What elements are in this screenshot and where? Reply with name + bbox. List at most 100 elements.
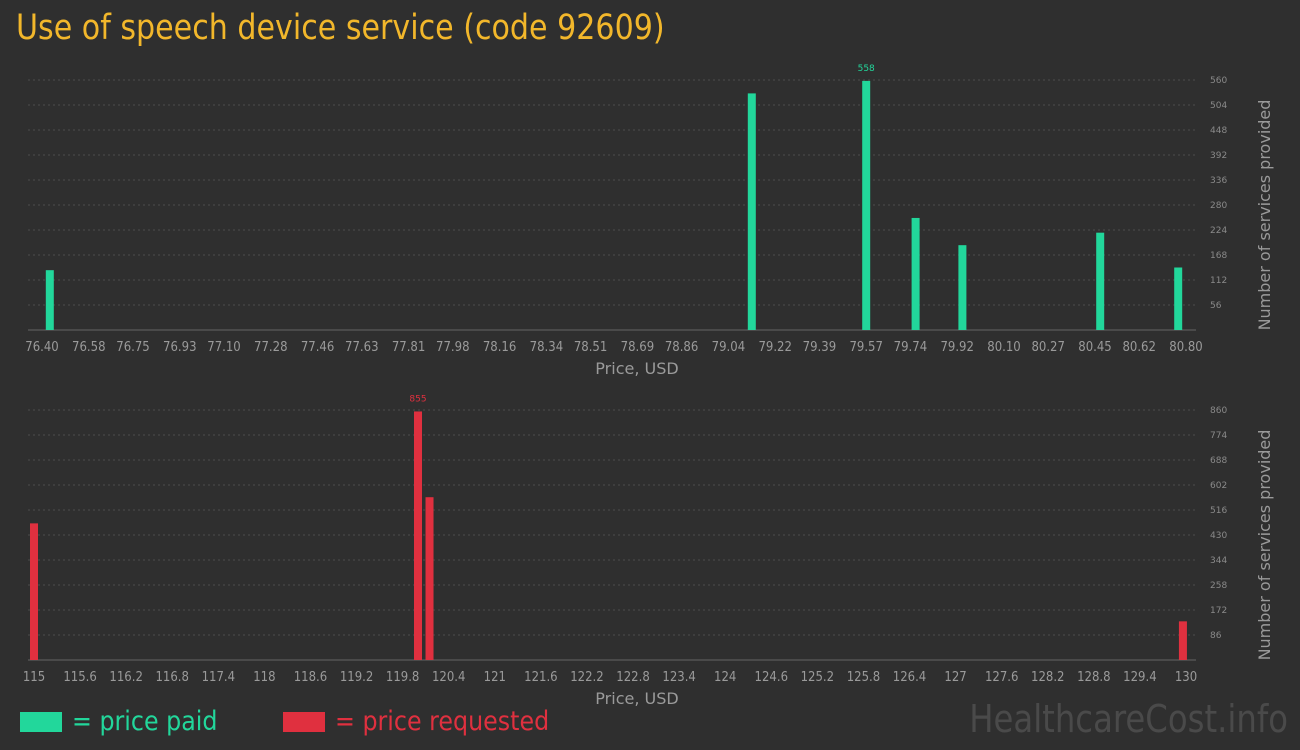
bar-value-label: 558 — [858, 64, 875, 74]
y-tick-label: 168 — [1210, 251, 1227, 261]
x-tick-label: 125.2 — [801, 670, 834, 685]
y-axis-title: Number of services provided — [1255, 430, 1274, 661]
legend-label-paid: = price paid — [72, 706, 218, 737]
y-tick-label: 392 — [1210, 151, 1227, 161]
x-tick-label: 123.4 — [662, 670, 695, 685]
y-tick-label: 336 — [1210, 176, 1227, 186]
y-tick-label: 430 — [1210, 531, 1227, 541]
y-tick-label: 172 — [1210, 606, 1227, 616]
y-tick-label: 86 — [1210, 631, 1222, 641]
x-tick-label: 116.8 — [155, 670, 188, 685]
bar — [958, 245, 967, 330]
x-tick-label: 76.75 — [116, 340, 149, 355]
x-tick-label: 117.4 — [202, 670, 235, 685]
bar — [911, 217, 920, 330]
y-tick-label: 774 — [1210, 431, 1227, 441]
x-tick-label: 121 — [484, 670, 506, 685]
x-tick-label: 130 — [1175, 670, 1197, 685]
x-tick-label: 127.6 — [985, 670, 1018, 685]
x-tick-label: 79.04 — [712, 340, 745, 355]
x-tick-label: 80.62 — [1122, 340, 1155, 355]
y-tick-label: 448 — [1210, 126, 1227, 136]
legend-item-requested: = price requested — [283, 706, 578, 737]
x-tick-label: 76.40 — [25, 340, 58, 355]
x-tick-label: 118 — [253, 670, 275, 685]
bar — [30, 523, 38, 660]
page-title: Use of speech device service (code 92609… — [16, 8, 665, 48]
bar — [425, 497, 434, 660]
bar-value-label: 855 — [409, 394, 426, 404]
y-tick-label: 560 — [1210, 76, 1227, 86]
x-tick-label: 120.4 — [432, 670, 465, 685]
y-axis-title: Number of services provided — [1255, 100, 1274, 331]
x-tick-label: 77.46 — [301, 340, 334, 355]
y-tick-label: 280 — [1210, 201, 1227, 211]
y-tick-label: 602 — [1210, 481, 1227, 491]
x-axis-title: Price, USD — [595, 689, 678, 708]
x-tick-label: 128.2 — [1031, 670, 1064, 685]
x-tick-label: 127 — [944, 670, 966, 685]
watermark: HealthcareCost.info — [969, 697, 1288, 741]
x-tick-label: 79.22 — [758, 340, 791, 355]
x-tick-label: 121.6 — [524, 670, 557, 685]
x-tick-label: 78.16 — [483, 340, 516, 355]
x-tick-label: 78.69 — [621, 340, 654, 355]
x-tick-label: 128.8 — [1077, 670, 1110, 685]
x-tick-label: 80.10 — [987, 340, 1020, 355]
x-tick-label: 78.34 — [530, 340, 563, 355]
x-tick-label: 76.93 — [163, 340, 196, 355]
y-tick-label: 258 — [1210, 581, 1227, 591]
x-tick-label: 77.10 — [207, 340, 240, 355]
bar — [747, 93, 756, 331]
x-tick-label: 126.4 — [893, 670, 926, 685]
y-tick-label: 504 — [1210, 101, 1227, 111]
bar — [414, 411, 422, 660]
x-tick-label: 122.8 — [616, 670, 649, 685]
x-tick-label: 118.6 — [294, 670, 327, 685]
y-tick-label: 56 — [1210, 301, 1222, 311]
y-tick-label: 344 — [1210, 556, 1227, 566]
x-tick-label: 78.51 — [574, 340, 607, 355]
bar — [862, 80, 871, 331]
legend: = price paid = price requested — [20, 706, 625, 737]
x-tick-label: 115 — [23, 670, 45, 685]
bar — [1178, 621, 1187, 660]
x-tick-label: 78.86 — [665, 340, 698, 355]
x-tick-label: 124.6 — [755, 670, 788, 685]
x-tick-label: 77.98 — [436, 340, 469, 355]
x-tick-label: 79.92 — [940, 340, 973, 355]
x-tick-label: 79.74 — [894, 340, 927, 355]
x-tick-label: 80.27 — [1031, 340, 1064, 355]
x-tick-label: 77.28 — [254, 340, 287, 355]
x-tick-label: 129.4 — [1123, 670, 1156, 685]
x-tick-label: 80.80 — [1169, 340, 1202, 355]
x-tick-label: 77.81 — [392, 340, 425, 355]
y-tick-label: 688 — [1210, 456, 1227, 466]
bar — [45, 270, 54, 330]
x-axis-title: Price, USD — [595, 359, 678, 378]
x-tick-label: 116.2 — [109, 670, 142, 685]
x-tick-label: 115.6 — [63, 670, 96, 685]
x-tick-label: 119.8 — [386, 670, 419, 685]
x-tick-label: 77.63 — [345, 340, 378, 355]
x-tick-label: 125.8 — [847, 670, 880, 685]
y-tick-label: 516 — [1210, 506, 1227, 516]
legend-swatch-requested — [283, 711, 326, 732]
x-tick-label: 79.39 — [803, 340, 836, 355]
x-tick-label: 122.2 — [570, 670, 603, 685]
legend-item-paid: = price paid — [20, 706, 237, 737]
legend-swatch-paid — [20, 711, 62, 732]
y-tick-label: 112 — [1210, 276, 1227, 286]
legend-label-requested: = price requested — [335, 706, 550, 737]
bar — [1096, 232, 1105, 330]
y-tick-label: 860 — [1210, 406, 1227, 416]
x-tick-label: 79.57 — [849, 340, 882, 355]
x-tick-label: 76.58 — [72, 340, 105, 355]
x-tick-label: 80.45 — [1078, 340, 1111, 355]
x-tick-label: 119.2 — [340, 670, 373, 685]
bar — [1174, 267, 1183, 330]
x-tick-label: 124 — [714, 670, 736, 685]
y-tick-label: 224 — [1210, 226, 1227, 236]
